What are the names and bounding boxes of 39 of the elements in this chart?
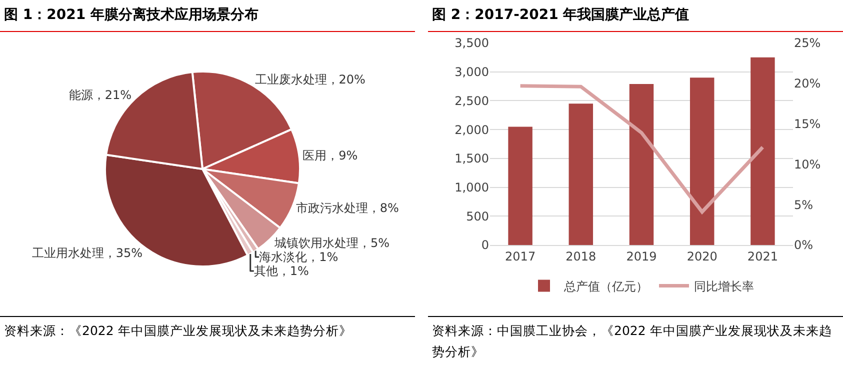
y-tick-label: 2,000 [454, 122, 489, 137]
y2-tick-label: 20% [794, 76, 821, 91]
slice-label: 其他，1% [254, 264, 309, 278]
y2-tick-label: 5% [794, 198, 814, 212]
slice-label: 工业用水处理，35% [32, 246, 143, 260]
chart-title: 图 1：2021 年膜分离技术应用场景分布 [4, 6, 258, 24]
slice-label: 城镇饮用水处理，5% [273, 236, 390, 250]
bar [629, 84, 654, 245]
x-tick-label: 2018 [566, 249, 596, 264]
y-tick-label: 0 [481, 238, 489, 252]
bar [568, 104, 594, 245]
text: 资料来源：中国膜工业协会，《2022 年中国膜产业发展现状及未来趋势分析》 [432, 322, 833, 361]
chart-title: 图 2：2017-2021 年我国膜产业总产值 [432, 6, 690, 24]
y2-tick-label: 0% [794, 238, 814, 252]
line-series [518, 84, 764, 214]
slice-label: 医用，9% [302, 148, 358, 163]
bar [690, 78, 714, 245]
x-tick-label: 2017 [505, 249, 536, 264]
text: 资料来源：《2022 年中国膜产业发展现状及未来趋势分析》 [4, 322, 353, 340]
y-tick-label: 1,000 [454, 180, 489, 194]
y2-tick-label: 10% [794, 157, 821, 172]
y-tick-label: 2,500 [454, 94, 489, 108]
y-tick-label: 1,500 [454, 152, 489, 166]
slice-label: 工业废水处理，20% [254, 72, 366, 86]
y2-tick-label: 15% [794, 117, 821, 131]
slice-label: 能源，21% [68, 88, 132, 102]
x-tick-label: 2021 [747, 249, 778, 264]
legend-label: 同比增长率 [694, 279, 754, 294]
slice-label: 海水淡化，1% [259, 250, 338, 264]
x-tick-label: 2020 [686, 249, 718, 264]
y2-tick-label: 25% [794, 36, 821, 50]
x-tick-label: 2019 [626, 249, 657, 264]
y-tick-label: 3,500 [454, 36, 489, 50]
bar [750, 57, 775, 245]
legend-label: 总产值（亿元） [563, 279, 648, 294]
y-tick-label: 3,000 [454, 65, 489, 80]
y-tick-label: 500 [466, 209, 489, 224]
bar [508, 126, 532, 245]
slice-label: 市政污水处理，8% [296, 200, 399, 215]
